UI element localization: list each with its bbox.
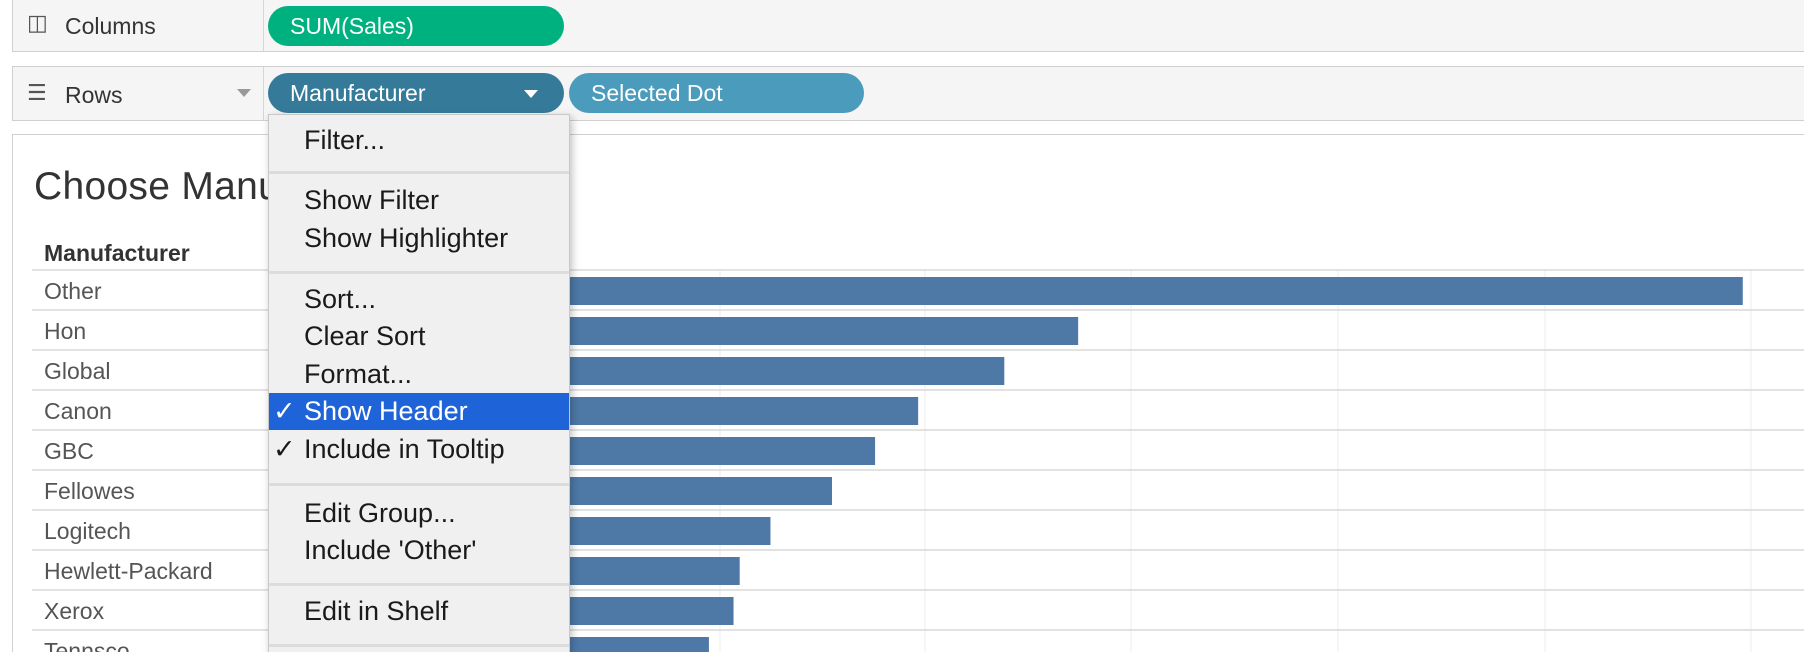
menu-item-edit-group[interactable]: Edit Group... [304,498,456,528]
bar[interactable] [512,357,1005,385]
menu-item-include-other[interactable]: Include 'Other' [304,535,477,565]
context-menu: Filter... Show Filter Show Highlighter S… [268,114,570,652]
chevron-down-icon[interactable] [524,90,538,98]
menu-item-sort[interactable]: Sort... [304,284,377,314]
row-label[interactable]: GBC [44,438,94,464]
columns-icon: ◫ [27,10,48,35]
menu-item-format[interactable]: Format... [304,359,413,389]
row-label[interactable]: Logitech [44,518,131,544]
row-label[interactable]: Other [44,278,102,304]
menu-separator [269,271,569,274]
sum-sales-pill[interactable]: SUM(Sales) [268,6,564,46]
selected-dot-pill[interactable]: Selected Dot [569,73,864,113]
checkmark-icon: ✓ [273,434,296,464]
manufacturer-pill-label: Manufacturer [290,80,426,106]
row-label[interactable]: Hon [44,318,86,344]
rows-label: Rows [65,82,123,108]
menu-separator [269,644,569,647]
row-label[interactable]: Hewlett-Packard [44,558,213,584]
row-header-manufacturer[interactable]: Manufacturer [44,240,190,266]
bar[interactable] [512,317,1079,345]
bar[interactable] [512,437,876,465]
menu-separator [269,483,569,486]
row-label[interactable]: Global [44,358,110,384]
row-label[interactable]: Xerox [44,598,105,624]
menu-item-show-header[interactable]: ✓ Show Header [269,393,569,430]
rows-icon: ☰ [27,80,47,105]
menu-separator [269,583,569,586]
columns-shelf-label: ◫ Columns [13,0,264,51]
menu-item-include-in-tooltip[interactable]: ✓ Include in Tooltip [269,431,569,468]
manufacturer-pill[interactable]: Manufacturer [268,73,564,113]
row-label[interactable]: Tennsco [44,638,130,652]
columns-label: Columns [65,13,156,39]
menu-item-show-filter[interactable]: Show Filter [304,185,440,215]
menu-item-clear-sort[interactable]: Clear Sort [304,321,426,351]
menu-item-edit-in-shelf[interactable]: Edit in Shelf [304,596,449,626]
rows-shelf-dropdown-icon[interactable] [237,89,251,97]
menu-item-filter[interactable]: Filter... [304,125,386,155]
bar[interactable] [512,397,919,425]
rows-shelf-label: ☰ Rows [13,67,264,120]
checkmark-icon: ✓ [273,396,296,426]
menu-separator [269,171,569,174]
row-label[interactable]: Canon [44,398,112,424]
row-label[interactable]: Fellowes [44,478,135,504]
bar[interactable] [512,277,1743,305]
menu-item-show-highlighter[interactable]: Show Highlighter [304,223,509,253]
